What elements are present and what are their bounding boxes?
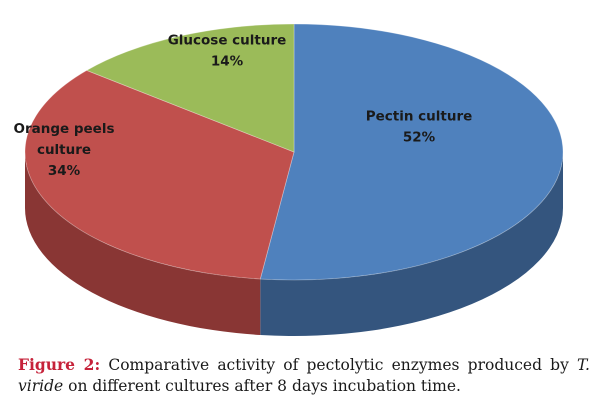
pie-slice-pectin-culture <box>259 23 564 281</box>
slice-label-line: 52% <box>403 130 436 146</box>
pie-slice-glucose-culture <box>85 23 295 153</box>
pie-side-orange-peels-culture <box>25 152 261 335</box>
slice-label-pectin-culture: Pectin culture 52% <box>366 109 473 146</box>
slice-label-line: Glucose culture <box>168 33 287 49</box>
pie-side-pectin-culture <box>260 152 563 337</box>
slice-label-glucose-culture: Glucose culture 14% <box>168 33 287 70</box>
slice-label-line: culture <box>37 142 91 158</box>
slice-label-line: Orange peels <box>13 121 114 137</box>
slice-label-line: Pectin culture <box>366 109 473 125</box>
caption-species: T. viride <box>18 356 590 395</box>
slice-label-orange-peels-culture: Orange peels culture 34% <box>13 121 114 179</box>
caption-text-end: on different cultures after 8 days incub… <box>63 377 461 395</box>
pie-chart: Pectin culture 52% Orange peels culture 34% G… <box>13 23 564 337</box>
figure-label: Figure 2: <box>18 355 101 374</box>
figure-caption: Figure 2: Comparative activity of pectol… <box>18 354 590 397</box>
pie-chart-area: Pectin culture 52% Orange peels culture 34% G… <box>13 23 564 337</box>
slice-label-line: 14% <box>211 54 244 70</box>
slice-label-line: 34% <box>48 163 81 179</box>
pie-slice-orange-peels-culture <box>24 69 295 280</box>
caption-text: Comparative activity of pectolytic enzym… <box>100 356 577 374</box>
